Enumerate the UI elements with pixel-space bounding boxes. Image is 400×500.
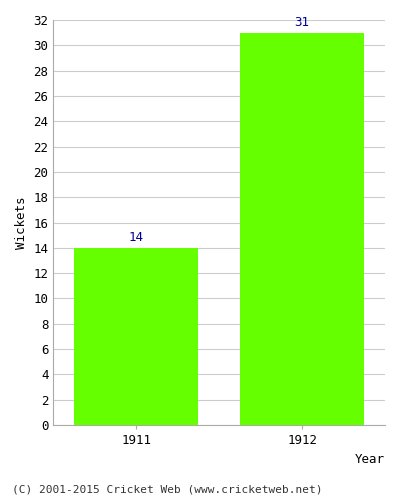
Text: (C) 2001-2015 Cricket Web (www.cricketweb.net): (C) 2001-2015 Cricket Web (www.cricketwe… [12, 485, 322, 495]
Bar [240, 32, 364, 425]
Text: 14: 14 [129, 231, 144, 244]
Y-axis label: Wickets: Wickets [15, 196, 28, 249]
Bar [74, 248, 198, 425]
Text: 31: 31 [295, 16, 310, 29]
Text: Year: Year [355, 454, 385, 466]
